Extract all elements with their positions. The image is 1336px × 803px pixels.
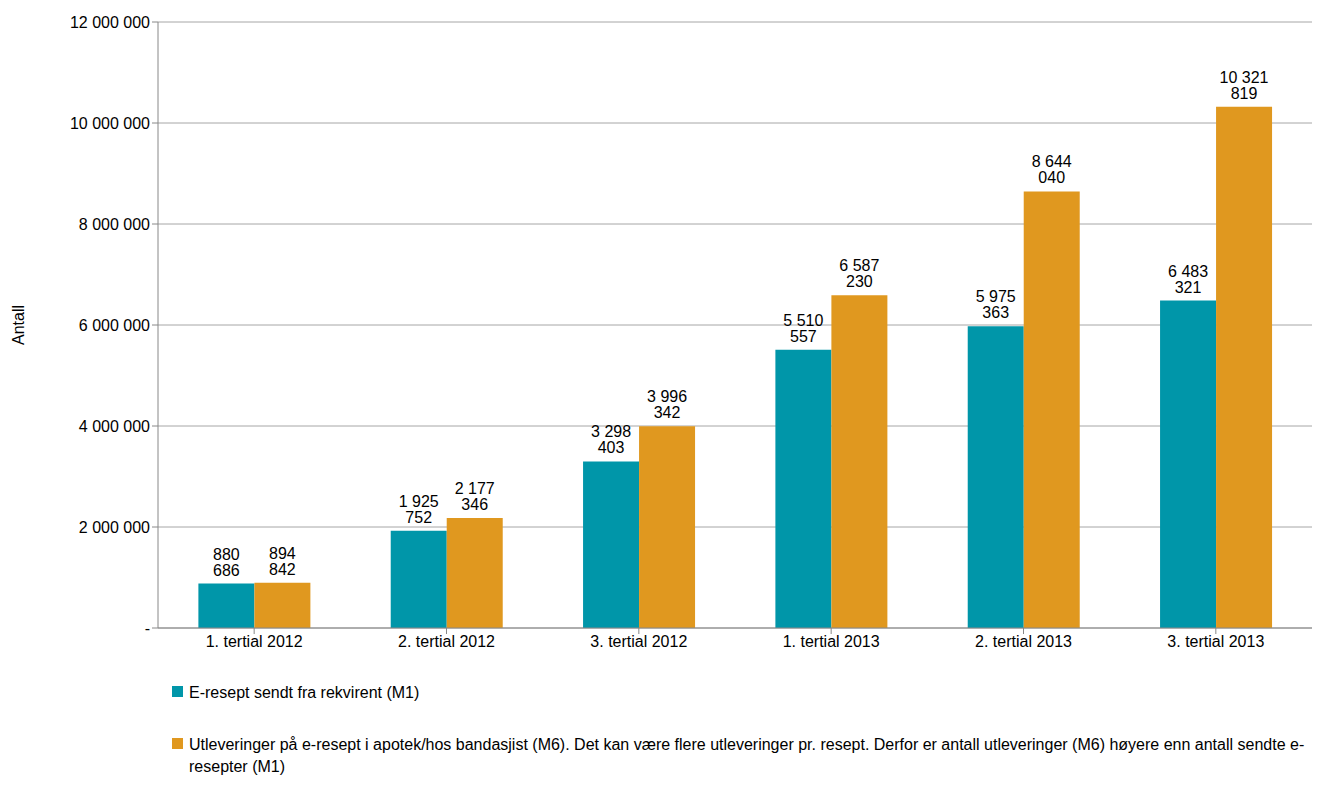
svg-text:2 000 000: 2 000 000 xyxy=(79,519,150,536)
svg-text:2 177346: 2 177346 xyxy=(455,480,495,513)
svg-text:3. tertial 2013: 3. tertial 2013 xyxy=(1167,633,1264,650)
svg-text:3 996342: 3 996342 xyxy=(647,388,687,421)
svg-text:6 483321: 6 483321 xyxy=(1168,263,1208,296)
svg-text:1. tertial 2013: 1. tertial 2013 xyxy=(783,633,880,650)
svg-text:1 925752: 1 925752 xyxy=(399,493,439,526)
svg-text:5 975363: 5 975363 xyxy=(976,288,1016,321)
svg-text:880686: 880686 xyxy=(213,546,240,579)
html-text:E-resept sendt fra rekvirent (: E-resept sendt fra rekvirent (M1) xyxy=(189,684,420,701)
svg-text:4 000 000: 4 000 000 xyxy=(79,418,150,435)
svg-text:10 321819: 10 321819 xyxy=(1220,69,1269,102)
html-text:Utleveringer på e-resept i apo: Utleveringer på e-resept i apotek/hos ba… xyxy=(189,736,1305,775)
svg-text:8 000 000: 8 000 000 xyxy=(79,216,150,233)
svg-text:5 510557: 5 510557 xyxy=(783,312,823,345)
svg-text:8 644040: 8 644040 xyxy=(1032,153,1072,186)
svg-text:3. tertial 2012: 3. tertial 2012 xyxy=(590,633,687,650)
svg-text:2. tertial 2012: 2. tertial 2012 xyxy=(398,633,495,650)
svg-text:1. tertial 2012: 1. tertial 2012 xyxy=(206,633,303,650)
svg-text:-: - xyxy=(145,620,150,637)
svg-text:10 000 000: 10 000 000 xyxy=(70,115,150,132)
svg-text:2. tertial 2013: 2. tertial 2013 xyxy=(975,633,1072,650)
svg-text:6 587230: 6 587230 xyxy=(839,257,879,290)
svg-text:894842: 894842 xyxy=(269,545,296,578)
svg-text:Antall: Antall xyxy=(10,305,27,345)
svg-text:6 000 000: 6 000 000 xyxy=(79,317,150,334)
svg-text:12 000 000: 12 000 000 xyxy=(70,14,150,31)
svg-text:3 298403: 3 298403 xyxy=(591,423,631,456)
